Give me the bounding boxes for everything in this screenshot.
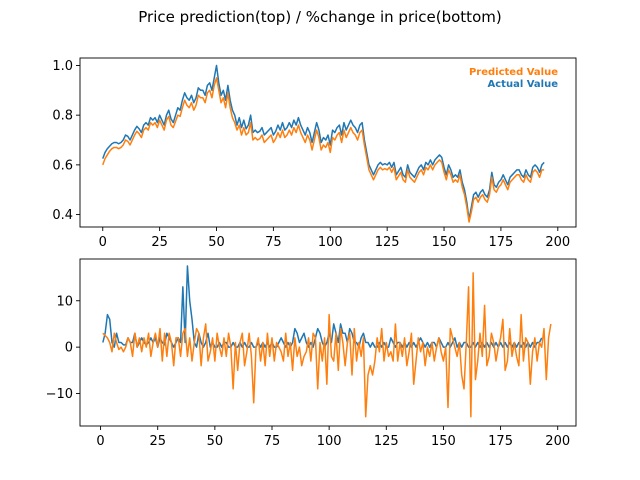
x-tick-label: 25 <box>151 235 168 250</box>
x-tick-label: 50 <box>207 434 224 449</box>
actual-series-line-top <box>102 64 545 221</box>
legend-entry-actual: Actual Value <box>488 79 559 90</box>
x-tick-label: 75 <box>265 235 282 250</box>
x-tick-label: 150 <box>431 434 456 449</box>
x-tick-label: 25 <box>149 434 166 449</box>
y-tick-label: 1.0 <box>52 59 73 74</box>
x-tick-label: 200 <box>545 235 570 250</box>
x-tick-label: 0 <box>99 235 107 250</box>
x-tick-label: 75 <box>264 434 281 449</box>
y-tick-label: 0 <box>65 341 73 356</box>
y-tick-label: 0.8 <box>52 109 73 124</box>
x-tick-label: 150 <box>432 235 457 250</box>
axes-frame <box>79 57 577 228</box>
y-tick-label: −10 <box>46 387 73 402</box>
figure-title: Price prediction(top) / %change in price… <box>138 8 501 26</box>
x-tick-label: 125 <box>374 434 399 449</box>
x-tick-label: 100 <box>318 235 343 250</box>
x-tick-label: 100 <box>317 434 342 449</box>
x-tick-label: 175 <box>488 434 513 449</box>
x-tick-label: 175 <box>489 235 514 250</box>
x-tick-label: 0 <box>96 434 104 449</box>
y-tick-label: 10 <box>56 294 73 309</box>
x-tick-label: 200 <box>545 434 570 449</box>
y-tick-label: 0.6 <box>52 158 73 173</box>
legend-entry-predicted: Predicted Value <box>469 67 558 78</box>
axes-frame <box>79 258 577 427</box>
x-tick-label: 125 <box>375 235 400 250</box>
bottom-axes: 0 25 50 75 100 125 150 175 200 −10 0 10 <box>46 258 577 449</box>
x-tick-label: 50 <box>208 235 225 250</box>
y-tick-label: 0.4 <box>52 208 73 223</box>
predicted-series-line-bottom <box>102 272 552 418</box>
top-axes: 0 25 50 75 100 125 150 175 200 0.4 0.6 0.8 1.0 Predic… <box>52 57 577 250</box>
predicted-series-line-top <box>102 77 545 223</box>
